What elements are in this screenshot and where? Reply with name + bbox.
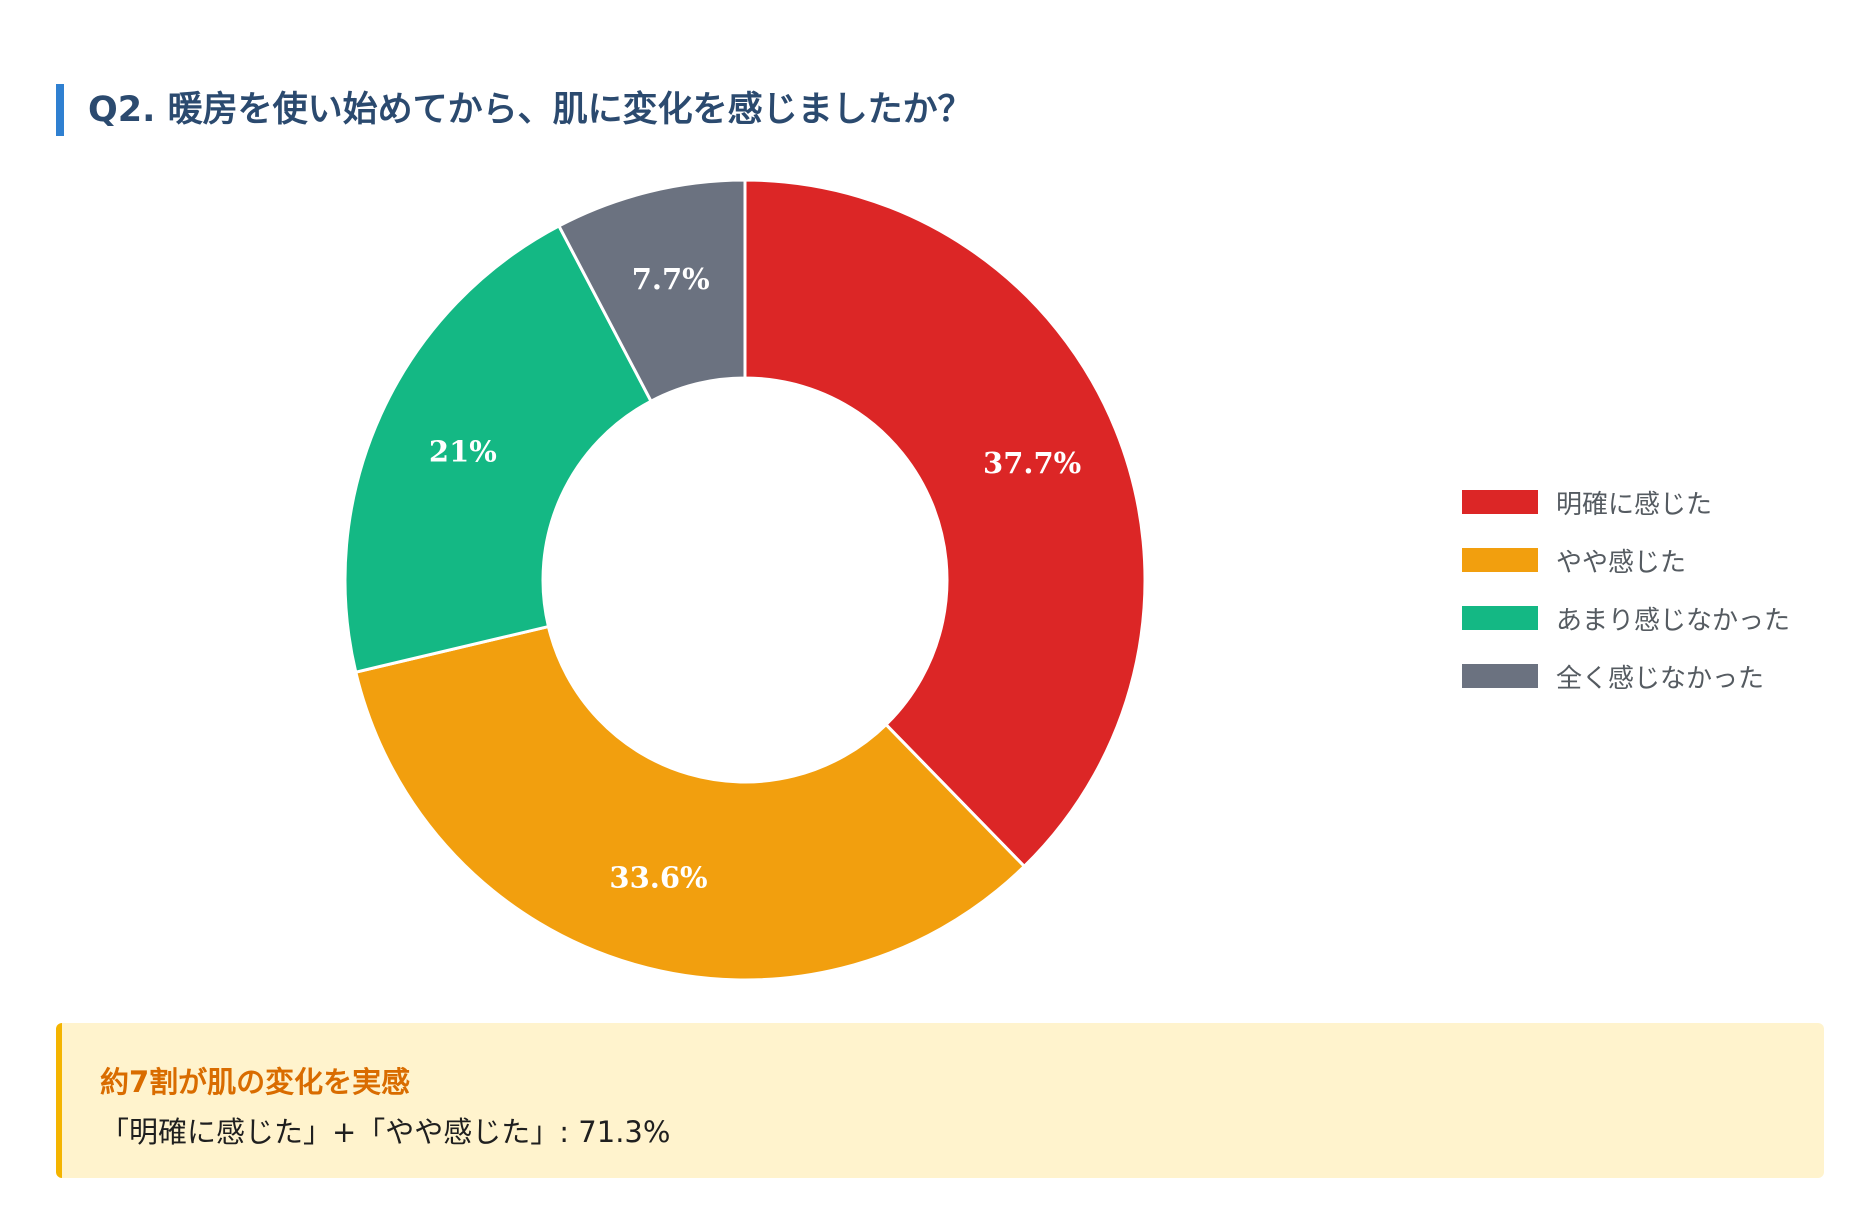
slice-value-label: 33.6% <box>609 861 707 895</box>
chart-title: Q2. 暖房を使い始めてから、肌に変化を感じましたか？ <box>88 90 973 130</box>
title-accent-bar <box>56 84 64 136</box>
chart-legend: 明確に感じた やや感じた あまり感じなかった 全く感じなかった <box>1462 473 1790 705</box>
summary-text: 「明確に感じた」+「やや感じた」: 71.3% <box>100 1115 671 1149</box>
summary-callout: 約7割が肌の変化を実感 「明確に感じた」+「やや感じた」: 71.3% <box>56 1023 1824 1178</box>
legend-label: 全く感じなかった <box>1556 663 1765 694</box>
slice-not-much <box>343 223 654 674</box>
legend-label: あまり感じなかった <box>1556 605 1791 636</box>
summary-heading: 約7割が肌の変化を実感 <box>100 1065 411 1099</box>
slice-value-label: 7.7% <box>632 262 710 296</box>
legend-swatch <box>1462 490 1538 514</box>
slice-clearly-felt <box>743 178 1147 869</box>
slice-value-label: 37.7% <box>983 446 1081 480</box>
slice-not-at-all <box>556 178 747 404</box>
slice-value-label: 21% <box>429 435 497 469</box>
legend-item-not-much: あまり感じなかった <box>1462 589 1790 647</box>
legend-item-not-at-all: 全く感じなかった <box>1462 647 1790 705</box>
slice-somewhat-felt <box>353 624 1027 982</box>
legend-swatch <box>1462 606 1538 630</box>
legend-swatch <box>1462 548 1538 572</box>
legend-label: 明確に感じた <box>1556 489 1713 520</box>
legend-item-clearly-felt: 明確に感じた <box>1462 473 1790 531</box>
legend-label: やや感じた <box>1556 547 1687 578</box>
legend-swatch <box>1462 664 1538 688</box>
legend-item-somewhat-felt: やや感じた <box>1462 531 1790 589</box>
